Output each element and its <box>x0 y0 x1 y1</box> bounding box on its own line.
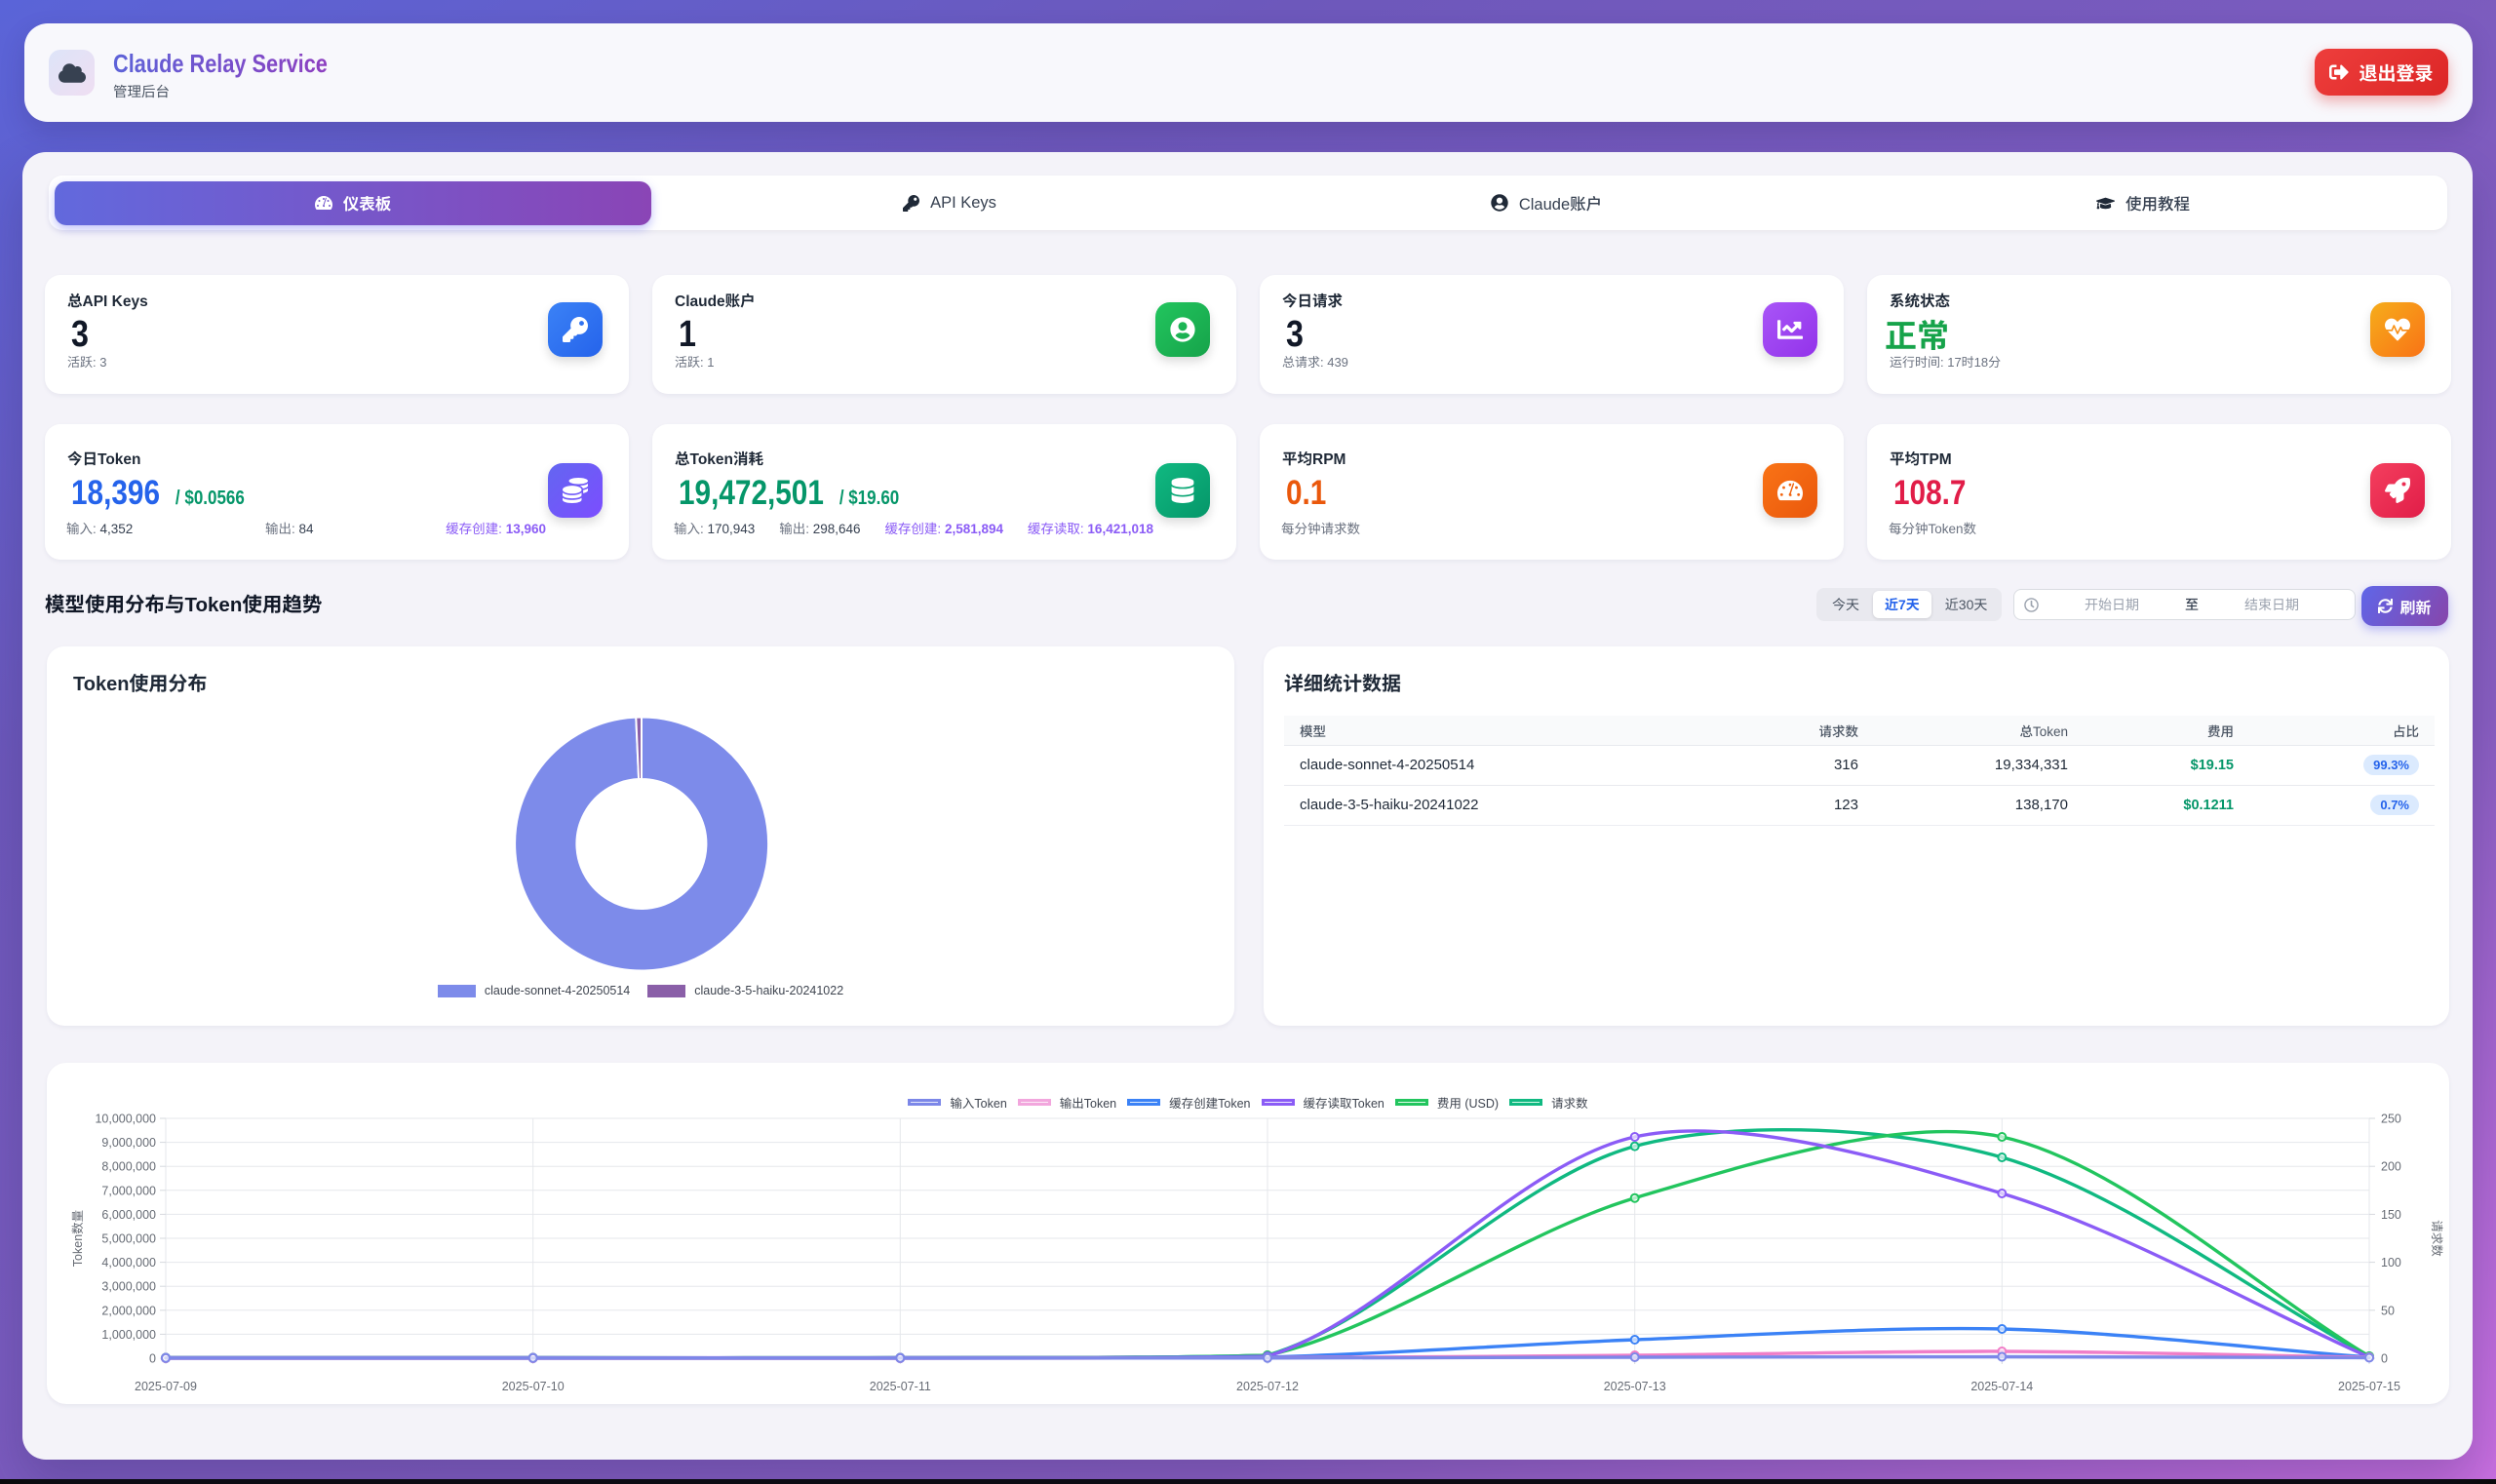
svg-text:0: 0 <box>149 1352 156 1366</box>
svg-text:2025-07-14: 2025-07-14 <box>1970 1380 2033 1393</box>
svg-text:200: 200 <box>2381 1160 2401 1174</box>
svg-text:50: 50 <box>2381 1304 2395 1317</box>
svg-text:2025-07-12: 2025-07-12 <box>1236 1380 1299 1393</box>
svg-text:1,000,000: 1,000,000 <box>101 1328 156 1342</box>
svg-text:250: 250 <box>2381 1113 2401 1126</box>
svg-text:2025-07-10: 2025-07-10 <box>502 1380 565 1393</box>
svg-text:Token数量: Token数量 <box>71 1210 85 1267</box>
svg-text:10,000,000: 10,000,000 <box>95 1113 156 1126</box>
svg-text:2025-07-11: 2025-07-11 <box>870 1380 931 1393</box>
svg-text:150: 150 <box>2381 1208 2401 1222</box>
svg-text:2025-07-09: 2025-07-09 <box>135 1380 197 1393</box>
svg-text:7,000,000: 7,000,000 <box>101 1184 156 1197</box>
svg-text:2025-07-15: 2025-07-15 <box>2338 1380 2400 1393</box>
svg-text:4,000,000: 4,000,000 <box>101 1256 156 1269</box>
svg-text:3,000,000: 3,000,000 <box>101 1280 156 1294</box>
svg-text:100: 100 <box>2381 1256 2401 1269</box>
svg-text:0: 0 <box>2381 1352 2388 1366</box>
svg-text:2025-07-13: 2025-07-13 <box>1604 1380 1666 1393</box>
svg-text:8,000,000: 8,000,000 <box>101 1160 156 1174</box>
svg-text:2,000,000: 2,000,000 <box>101 1304 156 1317</box>
svg-text:5,000,000: 5,000,000 <box>101 1232 156 1246</box>
svg-text:请求数: 请求数 <box>2430 1220 2443 1257</box>
svg-text:6,000,000: 6,000,000 <box>101 1208 156 1222</box>
svg-text:9,000,000: 9,000,000 <box>101 1136 156 1150</box>
